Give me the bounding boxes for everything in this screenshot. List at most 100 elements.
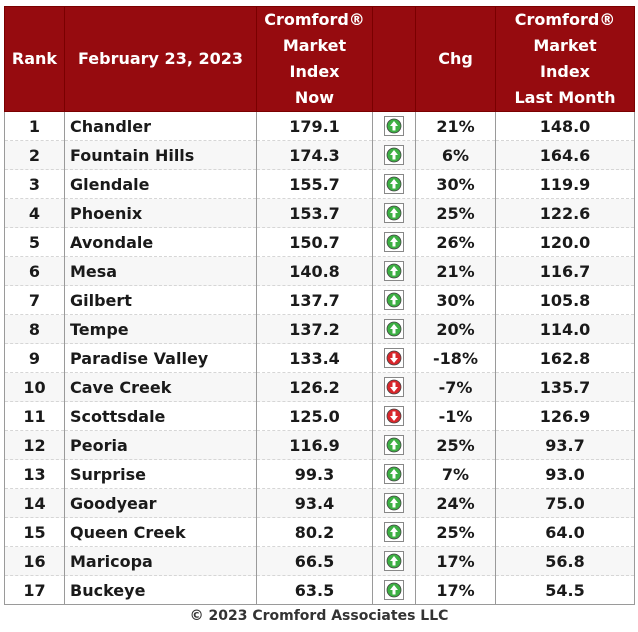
table-row: 10 Cave Creek 126.2 -7% 135.7 (4, 372, 635, 402)
change-cell: 21% (415, 111, 496, 141)
city-cell: Queen Creek (64, 517, 257, 547)
green-up-arrow-icon (384, 261, 404, 282)
change-cell: 17% (415, 546, 496, 576)
table-row: 17 Buckeye 63.5 17% 54.5 (4, 575, 635, 605)
index-now-cell: 66.5 (256, 546, 373, 576)
trend-cell (372, 459, 416, 489)
city-cell: Paradise Valley (64, 343, 257, 373)
index-now-cell: 174.3 (256, 140, 373, 170)
table-row: 12 Peoria 116.9 25% 93.7 (4, 430, 635, 460)
index-last-month-cell: 93.0 (495, 459, 635, 489)
green-up-arrow-icon (384, 290, 404, 311)
index-now-cell: 153.7 (256, 198, 373, 228)
rank-cell: 17 (4, 575, 65, 605)
green-up-arrow-icon (384, 145, 404, 166)
trend-cell (372, 488, 416, 518)
change-cell: -18% (415, 343, 496, 373)
index-last-month-cell: 162.8 (495, 343, 635, 373)
index-last-month-cell: 148.0 (495, 111, 635, 141)
trend-cell (372, 169, 416, 199)
header-row: Rank February 23, 2023 Cromford® Market … (4, 6, 635, 112)
city-cell: Scottsdale (64, 401, 257, 431)
city-cell: Avondale (64, 227, 257, 257)
rank-cell: 12 (4, 430, 65, 460)
city-cell: Mesa (64, 256, 257, 286)
index-last-month-cell: 164.6 (495, 140, 635, 170)
change-cell: -1% (415, 401, 496, 431)
table-row: 1 Chandler 179.1 21% 148.0 (4, 111, 635, 141)
trend-cell (372, 517, 416, 547)
index-now-cell: 137.2 (256, 314, 373, 344)
rank-cell: 1 (4, 111, 65, 141)
city-cell: Buckeye (64, 575, 257, 605)
change-cell: 24% (415, 488, 496, 518)
trend-cell (372, 256, 416, 286)
green-up-arrow-icon (384, 319, 404, 340)
red-down-arrow-icon (384, 406, 404, 427)
index-last-month-cell: 105.8 (495, 285, 635, 315)
rank-cell: 10 (4, 372, 65, 402)
green-up-arrow-icon (384, 522, 404, 543)
table-row: 6 Mesa 140.8 21% 116.7 (4, 256, 635, 286)
index-last-month-cell: 122.6 (495, 198, 635, 228)
trend-cell (372, 401, 416, 431)
trend-cell (372, 198, 416, 228)
rank-cell: 5 (4, 227, 65, 257)
green-up-arrow-icon (384, 116, 404, 137)
trend-cell (372, 140, 416, 170)
index-now-cell: 150.7 (256, 227, 373, 257)
green-up-arrow-icon (384, 493, 404, 514)
index-last-line-3: Index (540, 62, 590, 81)
change-cell: 30% (415, 169, 496, 199)
rank-cell: 14 (4, 488, 65, 518)
table-row: 5 Avondale 150.7 26% 120.0 (4, 227, 635, 257)
index-now-cell: 179.1 (256, 111, 373, 141)
red-down-arrow-icon (384, 348, 404, 369)
rank-cell: 4 (4, 198, 65, 228)
city-cell: Cave Creek (64, 372, 257, 402)
index-now-cell: 80.2 (256, 517, 373, 547)
city-cell: Peoria (64, 430, 257, 460)
rank-cell: 13 (4, 459, 65, 489)
change-cell: 7% (415, 459, 496, 489)
index-now-cell: 63.5 (256, 575, 373, 605)
city-cell: Fountain Hills (64, 140, 257, 170)
index-now-cell: 126.2 (256, 372, 373, 402)
trend-cell (372, 314, 416, 344)
index-last-month-cell: 75.0 (495, 488, 635, 518)
city-cell: Maricopa (64, 546, 257, 576)
table-row: 9 Paradise Valley 133.4 -18% 162.8 (4, 343, 635, 373)
change-cell: 21% (415, 256, 496, 286)
table-row: 7 Gilbert 137.7 30% 105.8 (4, 285, 635, 315)
index-now-line-4: Now (294, 88, 335, 107)
rank-header: Rank (4, 6, 65, 112)
rank-cell: 3 (4, 169, 65, 199)
index-now-cell: 140.8 (256, 256, 373, 286)
green-up-arrow-icon (384, 435, 404, 456)
rank-cell: 11 (4, 401, 65, 431)
green-up-arrow-icon (384, 203, 404, 224)
index-now-cell: 125.0 (256, 401, 373, 431)
rank-cell: 6 (4, 256, 65, 286)
rank-cell: 16 (4, 546, 65, 576)
index-last-month-header: Cromford® Market Index Last Month (495, 6, 635, 112)
trend-cell (372, 430, 416, 460)
city-cell: Phoenix (64, 198, 257, 228)
red-down-arrow-icon (384, 377, 404, 398)
green-up-arrow-icon (384, 464, 404, 485)
index-now-line-1: Cromford® (264, 10, 365, 29)
index-last-month-cell: 116.7 (495, 256, 635, 286)
trend-cell (372, 372, 416, 402)
change-cell: 6% (415, 140, 496, 170)
index-last-line-1: Cromford® (514, 10, 616, 29)
index-now-line-3: Index (289, 62, 340, 81)
index-last-month-cell: 119.9 (495, 169, 635, 199)
index-last-month-cell: 135.7 (495, 372, 635, 402)
market-index-table: Rank February 23, 2023 Cromford® Market … (4, 6, 635, 605)
table-row: 13 Surprise 99.3 7% 93.0 (4, 459, 635, 489)
table-row: 2 Fountain Hills 174.3 6% 164.6 (4, 140, 635, 170)
city-cell: Chandler (64, 111, 257, 141)
index-last-month-cell: 93.7 (495, 430, 635, 460)
index-last-month-cell: 64.0 (495, 517, 635, 547)
change-cell: 25% (415, 517, 496, 547)
